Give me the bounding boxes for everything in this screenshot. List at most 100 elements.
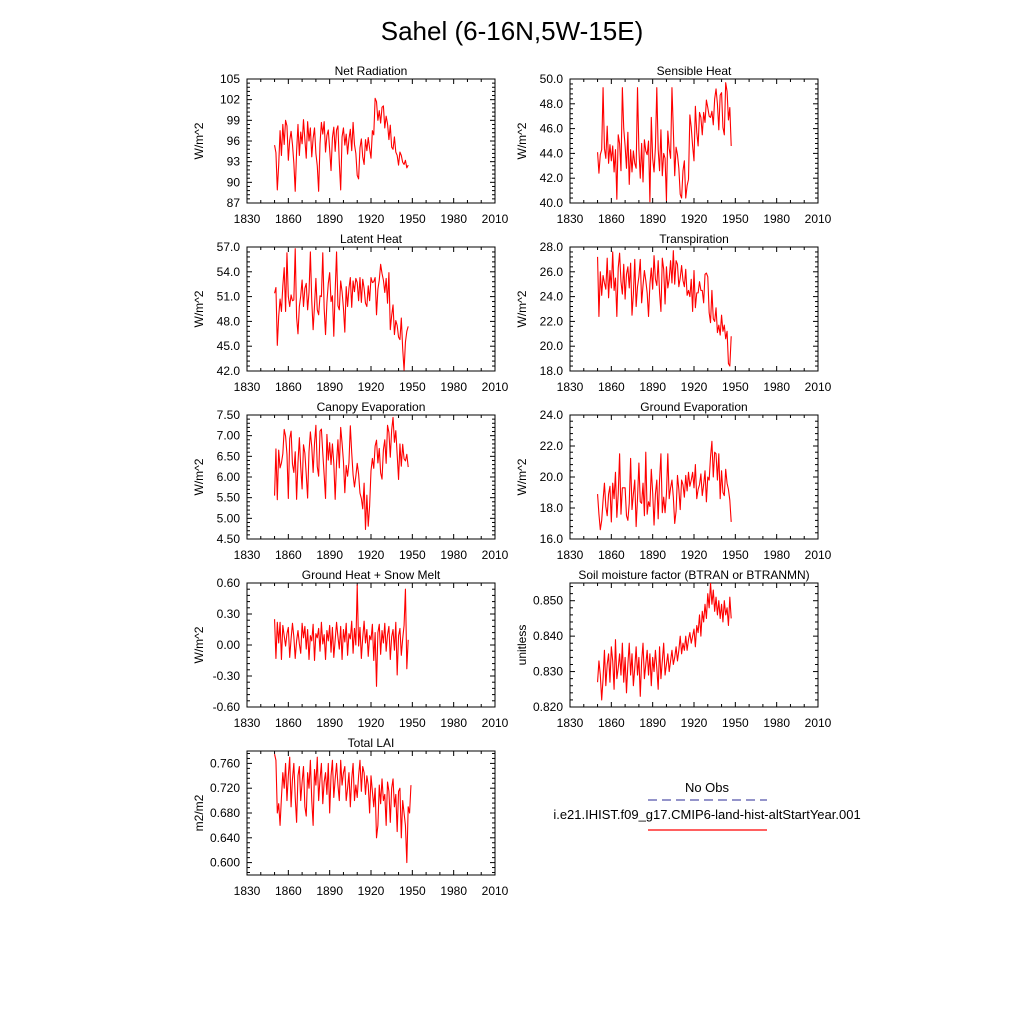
legend-label-no-obs: No Obs xyxy=(685,780,730,795)
y-tick-label: 18.0 xyxy=(540,501,564,515)
y-tick-label: 26.0 xyxy=(540,265,564,279)
series-line-sensible-heat-0 xyxy=(597,82,732,203)
x-tick-label: 1920 xyxy=(681,212,708,226)
x-tick-label: 1980 xyxy=(763,716,790,730)
y-tick-label: 105 xyxy=(220,72,240,86)
x-tick-label: 1830 xyxy=(557,548,584,562)
x-tick-label: 1890 xyxy=(639,548,666,562)
y-tick-label: -0.30 xyxy=(213,669,241,683)
y-tick-label: 0.830 xyxy=(533,665,563,679)
plot-frame xyxy=(569,582,819,708)
y-tick-label: 44.0 xyxy=(540,146,564,160)
panel-ground-heat-snow-melt: Ground Heat + Snow Melt W/m^2 1830 1860 1890… xyxy=(192,568,509,730)
panel-title: Soil moisture factor (BTRAN or BTRANMN) xyxy=(578,568,809,582)
y-axis-label: W/m^2 xyxy=(192,458,206,495)
x-tick-label: 1890 xyxy=(316,716,343,730)
x-tick-label: 1980 xyxy=(440,212,467,226)
x-tick-label: 1890 xyxy=(639,212,666,226)
y-tick-label: 5.00 xyxy=(217,511,241,525)
x-tick-label: 1920 xyxy=(358,380,385,394)
x-tick-label: 2010 xyxy=(482,380,509,394)
x-tick-label: 1830 xyxy=(234,884,261,898)
y-tick-label: 5.50 xyxy=(217,491,241,505)
y-tick-label: 50.0 xyxy=(540,72,564,86)
x-tick-label: 1860 xyxy=(275,380,302,394)
y-axis-label: W/m^2 xyxy=(515,458,529,495)
y-tick-label: 0.720 xyxy=(210,781,240,795)
x-tick-label: 1860 xyxy=(275,884,302,898)
x-tick-label: 1890 xyxy=(639,716,666,730)
x-tick-label: 1920 xyxy=(681,548,708,562)
series-line-latent-heat-0 xyxy=(274,248,409,371)
x-tick-label: 1860 xyxy=(275,212,302,226)
x-tick-label: 1950 xyxy=(722,716,749,730)
y-tick-label: 0.680 xyxy=(210,806,240,820)
y-axis-label: m2/m2 xyxy=(192,794,206,831)
y-axis-label: W/m^2 xyxy=(192,290,206,327)
x-tick-label: 1980 xyxy=(440,716,467,730)
y-tick-label: -0.60 xyxy=(213,700,241,714)
x-tick-label: 1890 xyxy=(316,380,343,394)
y-tick-label: 0.00 xyxy=(217,638,241,652)
x-tick-label: 2010 xyxy=(482,884,509,898)
x-tick-label: 1920 xyxy=(358,212,385,226)
series-line-ground-evaporation-0 xyxy=(597,440,732,531)
x-tick-label: 1920 xyxy=(681,380,708,394)
x-tick-label: 1950 xyxy=(399,380,426,394)
y-tick-label: 45.0 xyxy=(217,339,241,353)
plot-frame xyxy=(569,414,819,540)
y-tick-label: 87 xyxy=(227,196,241,210)
panel-transpiration: Transpiration W/m^2 1830 1860 1890 1920 1950 19… xyxy=(515,232,832,394)
y-tick-label: 42.0 xyxy=(217,364,241,378)
x-tick-label: 1950 xyxy=(399,212,426,226)
y-tick-label: 20.0 xyxy=(540,470,564,484)
x-tick-label: 1920 xyxy=(358,884,385,898)
x-tick-label: 1860 xyxy=(598,212,625,226)
panel-title: Latent Heat xyxy=(340,232,403,246)
plot-frame xyxy=(246,246,496,372)
x-tick-label: 1830 xyxy=(557,380,584,394)
x-tick-label: 1950 xyxy=(722,380,749,394)
panel-title: Ground Evaporation xyxy=(640,400,747,414)
y-tick-label: 6.50 xyxy=(217,449,241,463)
x-tick-label: 1980 xyxy=(763,548,790,562)
legend: No Obs i.e21.IHIST.f09_g17.CMIP6-land-hi… xyxy=(553,780,861,831)
x-tick-label: 1980 xyxy=(763,212,790,226)
panel-title: Net Radiation xyxy=(335,64,408,78)
y-tick-label: 16.0 xyxy=(540,532,564,546)
y-tick-label: 18.0 xyxy=(540,364,564,378)
x-tick-label: 1980 xyxy=(440,548,467,562)
y-tick-label: 6.00 xyxy=(217,470,241,484)
x-tick-label: 1950 xyxy=(399,884,426,898)
panel-title: Total LAI xyxy=(348,736,395,750)
panel-latent-heat: Latent Heat W/m^2 1830 1860 1890 1920 1950 1980… xyxy=(192,232,509,394)
x-tick-label: 1860 xyxy=(598,548,625,562)
x-tick-label: 2010 xyxy=(482,212,509,226)
y-tick-label: 42.0 xyxy=(540,171,564,185)
panel-soil-moisture-factor-btran-or-btranmn: Soil moisture factor (BTRAN or BTRANMN) u… xyxy=(515,568,832,730)
x-tick-label: 1950 xyxy=(399,548,426,562)
x-tick-label: 1920 xyxy=(358,716,385,730)
x-tick-label: 2010 xyxy=(482,716,509,730)
y-tick-label: 99 xyxy=(227,113,241,127)
panels: Net Radiation W/m^2 1830 1860 1890 1920 1950 19… xyxy=(192,64,832,898)
series-line-canopy-evaporation-0 xyxy=(274,416,409,531)
x-tick-label: 1950 xyxy=(399,716,426,730)
x-tick-label: 1830 xyxy=(557,716,584,730)
y-tick-label: 46.0 xyxy=(540,122,564,136)
panel-total-lai: Total LAI m2/m2 1830 1860 1890 1920 1950 1980 20… xyxy=(192,736,509,898)
y-tick-label: 102 xyxy=(220,93,240,107)
y-tick-label: 0.850 xyxy=(533,594,563,608)
y-tick-label: 93 xyxy=(227,155,241,169)
y-axis-label: W/m^2 xyxy=(515,122,529,159)
x-tick-label: 2010 xyxy=(805,212,832,226)
y-tick-label: 48.0 xyxy=(540,97,564,111)
x-tick-label: 1830 xyxy=(557,212,584,226)
x-tick-label: 1830 xyxy=(234,716,261,730)
y-tick-label: 0.30 xyxy=(217,607,241,621)
y-tick-label: 22.0 xyxy=(540,314,564,328)
x-tick-label: 1980 xyxy=(440,380,467,394)
y-tick-label: 51.0 xyxy=(217,290,241,304)
panel-title: Transpiration xyxy=(659,232,729,246)
